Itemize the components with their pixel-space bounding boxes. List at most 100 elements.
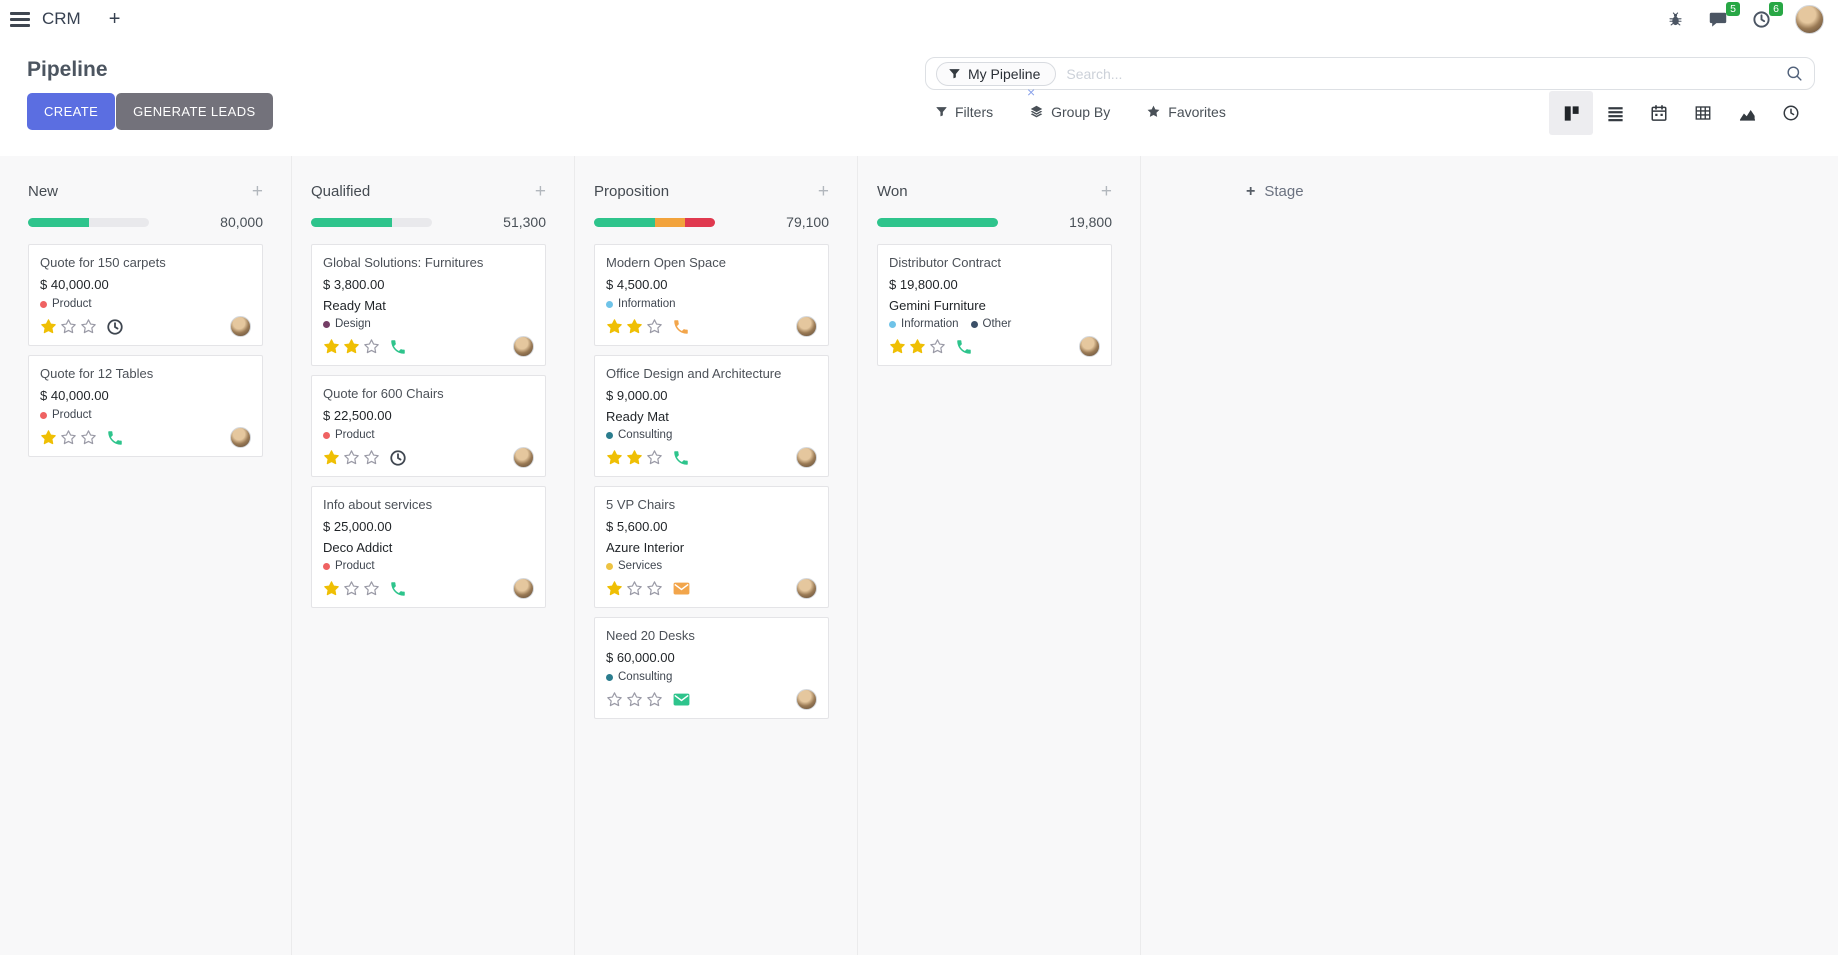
quick-create-button[interactable]: + [817, 181, 829, 202]
star-empty-icon[interactable] [80, 429, 97, 446]
star-filled-icon[interactable] [889, 338, 906, 355]
tag-label: Design [335, 318, 371, 330]
activity-phone-icon[interactable] [672, 449, 690, 467]
star-empty-icon[interactable] [929, 338, 946, 355]
column-progressbar[interactable] [311, 217, 432, 227]
kanban-column: Won + 19,800 Distributor Contract $ 19,8… [858, 156, 1141, 955]
star-filled-icon[interactable] [606, 580, 623, 597]
star-filled-icon[interactable] [40, 318, 57, 335]
star-icon [1147, 105, 1160, 117]
search-submit-button[interactable] [1785, 64, 1804, 83]
card-amount: $ 22,500.00 [323, 408, 392, 423]
activity-clock-icon[interactable] [106, 318, 124, 336]
add-stage-button[interactable]: + Stage [1246, 183, 1304, 200]
facet-remove-icon[interactable]: × [1027, 84, 1036, 100]
star-empty-icon[interactable] [646, 449, 663, 466]
card-rating [323, 449, 380, 466]
kanban-card[interactable]: Info about services $ 25,000.00 Deco Add… [311, 486, 546, 608]
kanban-card[interactable]: Quote for 600 Chairs $ 22,500.00 Product [311, 375, 546, 477]
view-pivot-button[interactable] [1681, 91, 1725, 135]
star-empty-icon[interactable] [646, 318, 663, 335]
star-empty-icon[interactable] [343, 580, 360, 597]
kanban-card[interactable]: Quote for 150 carpets $ 40,000.00 Produc… [28, 244, 263, 346]
group-by-menu[interactable]: Group By [1029, 104, 1110, 120]
messages-button[interactable]: 5 [1708, 1, 1740, 29]
star-filled-icon[interactable] [323, 338, 340, 355]
kanban-card[interactable]: Office Design and Architecture $ 9,000.0… [594, 355, 829, 477]
star-empty-icon[interactable] [626, 691, 643, 708]
progress-segment[interactable] [594, 217, 655, 227]
quick-create-button[interactable]: + [534, 181, 546, 202]
star-empty-icon[interactable] [343, 449, 360, 466]
debug-button[interactable] [1667, 11, 1684, 28]
star-empty-icon[interactable] [80, 318, 97, 335]
kanban-card[interactable]: 5 VP Chairs $ 5,600.00 Azure Interior Se… [594, 486, 829, 608]
view-activity-button[interactable] [1769, 91, 1813, 135]
apps-menu-button[interactable] [10, 11, 30, 27]
activity-envelope-icon[interactable] [672, 579, 691, 598]
column-progressbar[interactable] [877, 217, 998, 227]
star-empty-icon[interactable] [60, 318, 77, 335]
star-filled-icon[interactable] [606, 318, 623, 335]
star-filled-icon[interactable] [343, 338, 360, 355]
kanban-column: Proposition + 79,100 Modern Open Space $… [575, 156, 858, 955]
column-title[interactable]: Qualified [311, 183, 371, 200]
generate-leads-button[interactable]: GENERATE LEADS [116, 93, 273, 130]
star-empty-icon[interactable] [606, 691, 623, 708]
column-title[interactable]: Proposition [594, 183, 670, 200]
activity-phone-icon[interactable] [389, 580, 407, 598]
view-list-button[interactable] [1593, 91, 1637, 135]
search-facet[interactable]: My Pipeline [936, 61, 1057, 86]
view-graph-button[interactable] [1725, 91, 1769, 135]
activity-phone-icon[interactable] [955, 338, 973, 356]
quick-create-button[interactable]: + [251, 181, 263, 202]
column-title[interactable]: New [28, 183, 59, 200]
user-avatar[interactable] [1795, 4, 1824, 34]
kanban-column: New + 80,000 Quote for 150 carpets $ 40,… [9, 156, 292, 955]
create-button[interactable]: CREATE [27, 93, 116, 130]
kanban-card[interactable]: Modern Open Space $ 4,500.00 Information [594, 244, 829, 346]
activity-phone-icon[interactable] [389, 338, 407, 356]
activity-clock-icon[interactable] [389, 449, 407, 467]
activity-phone-icon[interactable] [106, 429, 124, 447]
star-filled-icon[interactable] [626, 449, 643, 466]
star-filled-icon[interactable] [323, 449, 340, 466]
star-empty-icon[interactable] [646, 580, 663, 597]
kanban-card[interactable]: Global Solutions: Furnitures $ 3,800.00 … [311, 244, 546, 366]
quick-create-button[interactable]: + [1100, 181, 1112, 202]
view-calendar-button[interactable] [1637, 91, 1681, 135]
column-progressbar[interactable] [28, 217, 149, 227]
progress-segment[interactable] [877, 217, 998, 227]
star-filled-icon[interactable] [40, 429, 57, 446]
star-empty-icon[interactable] [363, 580, 380, 597]
filters-menu[interactable]: Filters [935, 104, 993, 120]
star-filled-icon[interactable] [626, 318, 643, 335]
kanban-card[interactable]: Distributor Contract $ 19,800.00 Gemini … [877, 244, 1112, 366]
favorites-menu[interactable]: Favorites [1146, 104, 1226, 120]
activity-phone-icon[interactable] [672, 318, 690, 336]
activity-envelope-icon[interactable] [672, 690, 691, 709]
star-empty-icon[interactable] [646, 691, 663, 708]
star-empty-icon[interactable] [363, 449, 380, 466]
star-empty-icon[interactable] [626, 580, 643, 597]
progress-segment[interactable] [28, 217, 89, 227]
kanban-card[interactable]: Quote for 12 Tables $ 40,000.00 Product [28, 355, 263, 457]
salesperson-avatar [230, 427, 251, 448]
star-empty-icon[interactable] [60, 429, 77, 446]
star-filled-icon[interactable] [606, 449, 623, 466]
star-filled-icon[interactable] [909, 338, 926, 355]
star-empty-icon[interactable] [363, 338, 380, 355]
activities-button[interactable]: 6 [1752, 1, 1783, 29]
progress-segment[interactable] [311, 217, 393, 227]
view-kanban-button[interactable] [1549, 91, 1593, 135]
progress-segment[interactable] [654, 217, 685, 227]
navbar-plus-button[interactable]: + [109, 9, 121, 29]
column-progressbar[interactable] [594, 217, 715, 227]
star-filled-icon[interactable] [323, 580, 340, 597]
app-title[interactable]: CRM [42, 9, 81, 28]
kanban-card[interactable]: Need 20 Desks $ 60,000.00 Consulting [594, 617, 829, 719]
progress-segment[interactable] [684, 217, 715, 227]
search-input[interactable] [1056, 65, 1785, 82]
column-title[interactable]: Won [877, 183, 908, 200]
search-bar[interactable]: My Pipeline [925, 57, 1815, 90]
